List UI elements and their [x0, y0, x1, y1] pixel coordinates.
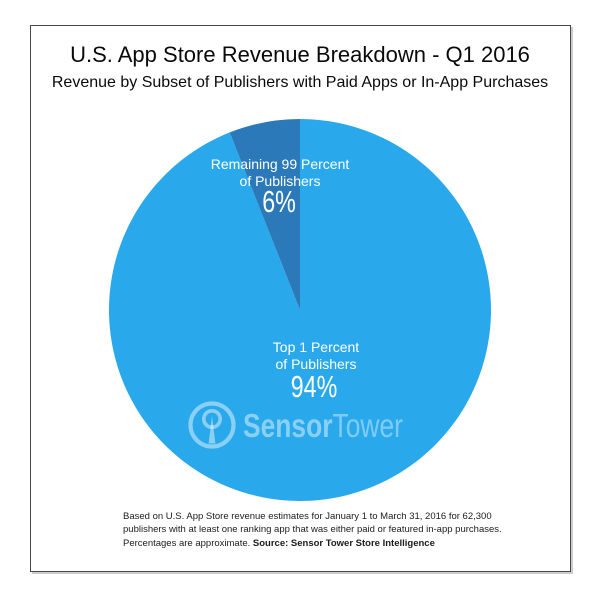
footnote-source: Source: Sensor Tower Store Intelligence [252, 537, 435, 549]
source-footnote: Based on U.S. App Store revenue estimate… [123, 510, 502, 550]
footnote-line-2: publishers with at least one ranking app… [123, 524, 502, 536]
footnote-line-3: Percentages are approximate. Source: Sen… [123, 537, 502, 550]
footnote-line-3-text: Percentages are approximate. [123, 537, 253, 549]
slice-label-remaining-99-percent: Remaining 99 Percent of Publishers [211, 156, 350, 190]
slice-value-top-1-percent: 94% [290, 369, 338, 404]
chart-subtitle: Revenue by Subset of Publishers with Pai… [51, 74, 549, 91]
slice-label-line: of Publishers [239, 173, 321, 189]
pie-slice-top-1-percent [108, 119, 491, 501]
slice-label-line: of Publishers [275, 356, 357, 372]
pie-slice-remaining-99-percent [229, 119, 300, 310]
sensor-tower-logo-icon [188, 401, 236, 449]
slice-label-line: Remaining 99 Percent [210, 156, 350, 172]
slice-label-top-1-percent: Top 1 Percent of Publishers [273, 339, 359, 373]
slice-label-line: Top 1 Percent [272, 339, 360, 355]
wordmark-tower: Tower [332, 407, 403, 444]
chart-title: U.S. App Store Revenue Breakdown - Q1 20… [70, 42, 530, 67]
slice-value-remaining-99-percent: 6% [262, 184, 296, 219]
sensortower-wordmark: SensorTower [243, 409, 403, 442]
footnote-line-1: Based on U.S. App Store revenue estimate… [123, 511, 492, 522]
wordmark-sensor: Sensor [243, 407, 333, 444]
